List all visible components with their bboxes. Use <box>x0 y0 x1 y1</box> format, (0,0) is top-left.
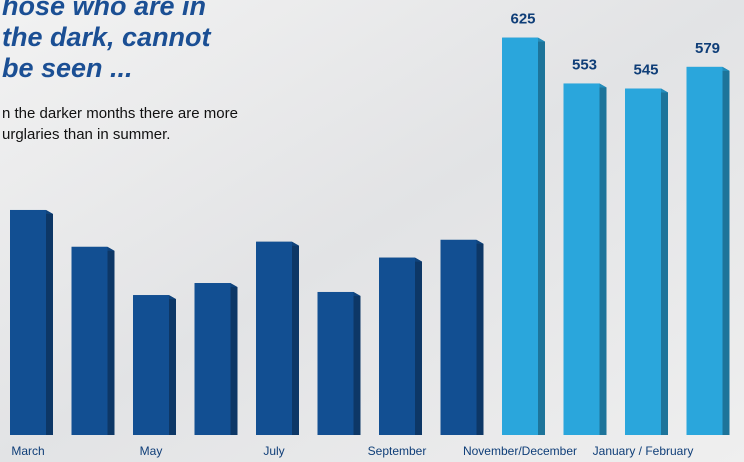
bar-side <box>230 283 238 435</box>
bar-side <box>169 295 176 435</box>
bar <box>440 239 477 435</box>
bar <box>317 291 354 435</box>
x-tick-label: May <box>140 444 163 458</box>
value-label: 579 <box>695 40 720 57</box>
subtitle-line: n the darker months there are more <box>2 105 238 122</box>
bar-side <box>661 88 668 436</box>
bar-side <box>353 291 361 435</box>
bar <box>10 209 46 435</box>
title-line: hose who are in <box>2 0 206 21</box>
bar <box>256 241 292 435</box>
bar <box>379 257 415 435</box>
bar-side <box>476 239 484 435</box>
x-tick-label: July <box>263 444 284 458</box>
bar-side <box>722 66 730 436</box>
title-line: the dark, cannot <box>2 22 212 52</box>
value-label: 625 <box>510 11 535 28</box>
x-tick-label: January / February <box>593 444 694 458</box>
bar-side <box>107 246 115 435</box>
bar-side <box>599 83 607 435</box>
bar-side <box>292 241 299 435</box>
bar <box>133 295 169 435</box>
x-tick-label: March <box>11 444 44 458</box>
bar <box>625 88 661 436</box>
bar <box>502 37 538 436</box>
x-tick-label: September <box>368 444 427 458</box>
bar <box>71 246 108 435</box>
bar <box>194 283 231 435</box>
subtitle-line: urglaries than in summer. <box>2 126 170 143</box>
x-tick-label: November/December <box>463 444 577 458</box>
bar-side <box>538 37 545 436</box>
bar <box>563 83 600 435</box>
bar-side <box>415 257 422 435</box>
title-line: be seen ... <box>2 53 133 83</box>
value-label: 553 <box>572 56 597 73</box>
value-label: 545 <box>633 62 658 79</box>
bar <box>686 66 723 436</box>
bar-side <box>46 209 53 435</box>
